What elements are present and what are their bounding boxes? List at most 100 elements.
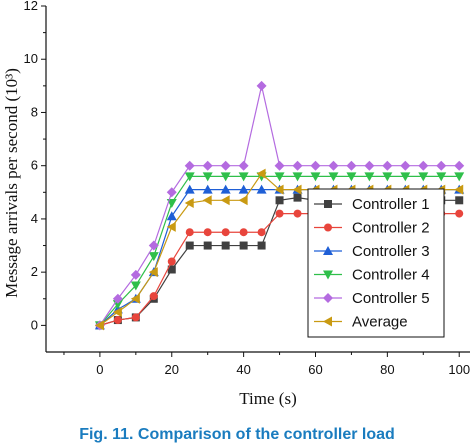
legend-marker <box>323 246 333 255</box>
y-tick-label: 4 <box>31 211 38 226</box>
data-point <box>185 241 194 250</box>
legend-entry: Average <box>314 314 408 331</box>
y-tick-label: 2 <box>31 264 38 279</box>
data-point <box>346 172 357 182</box>
x-tick-label: 100 <box>448 362 470 377</box>
legend-entry: Controller 1 <box>314 196 430 213</box>
data-point <box>292 184 302 195</box>
data-point <box>400 172 411 182</box>
x-tick-label: 80 <box>380 362 394 377</box>
legend-marker <box>323 316 332 327</box>
data-point <box>454 184 464 195</box>
legend-marker <box>324 223 332 232</box>
legend-label: Average <box>352 314 408 331</box>
x-tick-label: 0 <box>96 362 103 377</box>
data-point <box>113 316 122 325</box>
data-point <box>293 193 302 202</box>
data-point <box>455 209 464 218</box>
data-point <box>220 184 231 194</box>
data-point <box>221 228 230 237</box>
data-point <box>382 160 393 171</box>
data-point <box>221 241 230 250</box>
x-axis-title: Time (s) <box>239 389 296 408</box>
data-point <box>400 160 411 171</box>
legend-entry: Controller 2 <box>314 220 430 237</box>
data-point <box>256 168 266 179</box>
data-point <box>167 257 176 266</box>
data-point <box>310 160 321 171</box>
data-point <box>166 221 176 232</box>
data-point <box>292 160 303 171</box>
legend-entry: Controller 3 <box>314 243 430 260</box>
legend: Controller 1 Controller 2 Controller 3 Cont… <box>307 188 445 338</box>
x-tick-label: 20 <box>165 362 179 377</box>
data-point <box>203 241 212 250</box>
data-point <box>130 281 141 291</box>
data-point <box>148 267 158 278</box>
data-point <box>149 292 158 301</box>
legend-entry: Controller 4 <box>314 267 430 284</box>
data-point <box>454 160 465 171</box>
data-point <box>148 240 159 251</box>
data-point <box>455 196 464 205</box>
data-point <box>238 184 249 194</box>
data-point <box>382 172 393 182</box>
legend-marker <box>323 293 333 303</box>
data-point <box>275 196 284 205</box>
data-point <box>238 195 248 206</box>
legend-label: Controller 5 <box>352 290 430 307</box>
data-point <box>436 160 447 171</box>
data-point <box>220 172 231 182</box>
data-point <box>202 172 213 182</box>
data-point <box>418 160 429 171</box>
legend-label: Controller 1 <box>352 196 430 213</box>
legend-marker <box>324 200 332 208</box>
y-axis-title: Message arrivals per second (10³) <box>2 68 21 298</box>
data-point <box>202 195 212 206</box>
data-point <box>418 172 429 182</box>
series-5 <box>94 80 465 331</box>
data-point <box>454 172 465 182</box>
y-tick-label: 10 <box>24 51 38 66</box>
data-point <box>167 265 176 274</box>
data-point <box>166 211 177 221</box>
y-tick-label: 12 <box>24 0 38 13</box>
axes-layer: 0 2 4 6 8 10 12 0 20 40 60 80 100 <box>24 0 471 377</box>
data-point <box>94 320 104 331</box>
series-4 <box>94 172 465 331</box>
data-point <box>328 160 339 171</box>
data-point <box>275 209 284 218</box>
data-point <box>203 228 212 237</box>
data-point <box>184 184 195 194</box>
data-point <box>436 172 447 182</box>
legend-label: Controller 3 <box>352 243 430 260</box>
data-point <box>185 228 194 237</box>
data-point <box>274 184 284 195</box>
data-point <box>238 160 249 171</box>
legend-label: Controller 2 <box>352 220 430 237</box>
data-point <box>148 252 159 262</box>
data-point <box>166 187 177 198</box>
data-point <box>239 241 248 250</box>
data-point <box>112 293 123 304</box>
legend-marker <box>323 270 333 280</box>
data-point <box>112 307 122 318</box>
data-point <box>130 293 140 304</box>
data-point <box>256 80 267 91</box>
data-point <box>131 313 140 322</box>
y-tick-label: 8 <box>31 104 38 119</box>
data-point <box>364 160 375 171</box>
y-tick-label: 0 <box>31 317 38 332</box>
x-tick-label: 40 <box>236 362 250 377</box>
data-point <box>292 172 303 182</box>
data-point <box>274 160 285 171</box>
data-point <box>130 269 141 280</box>
y-tick-label: 6 <box>31 158 38 173</box>
data-point <box>256 184 267 194</box>
data-point <box>257 241 266 250</box>
data-point <box>239 228 248 237</box>
data-point <box>310 172 321 182</box>
data-point <box>202 160 213 171</box>
